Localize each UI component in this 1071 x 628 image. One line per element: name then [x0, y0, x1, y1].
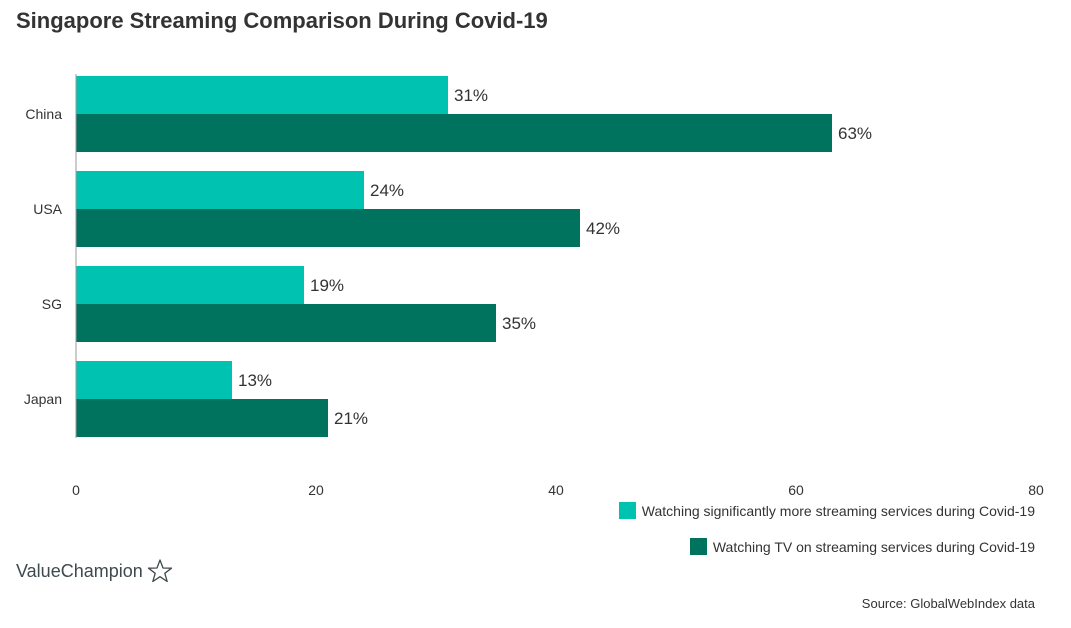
star-icon: [147, 559, 172, 583]
category-labels-layer: China USA SG Japan: [24, 106, 63, 407]
bar-sg-series-1: [76, 266, 304, 304]
source-note: Source: GlobalWebIndex data: [861, 596, 1035, 611]
bar-japan-series-2: [76, 399, 328, 437]
legend-label-series-2: Watching TV on streaming services during…: [712, 538, 1035, 555]
data-label-sg-series-2: 35%: [502, 314, 536, 333]
x-tick-labels-layer: 0 20 40 60 80: [72, 482, 1044, 498]
data-label-china-series-1: 31%: [454, 86, 488, 105]
x-tick-label-40: 40: [548, 482, 564, 498]
bar-china-series-2: [76, 114, 832, 152]
x-tick-label-0: 0: [72, 482, 80, 498]
x-tick-label-20: 20: [308, 482, 324, 498]
bar-japan-series-1: [76, 361, 232, 399]
legend-item-series-1: Watching significantly more streaming se…: [618, 502, 1035, 519]
category-label-sg: SG: [42, 296, 62, 312]
brand-logo: ValueChampion: [16, 558, 173, 584]
data-label-japan-series-2: 21%: [334, 409, 368, 428]
data-labels-layer: 31% 63% 24% 42% 19% 35% 13% 21%: [238, 86, 872, 428]
bar-usa-series-1: [76, 171, 364, 209]
bar-china-series-1: [76, 76, 448, 114]
category-label-usa: USA: [33, 201, 62, 217]
bar-chart: 31% 63% 24% 42% 19% 35% 13% 21% China USA SG Japan…: [24, 74, 1044, 498]
legend-swatch-series-1: [618, 502, 636, 519]
bar-usa-series-2: [76, 209, 580, 247]
data-label-usa-series-2: 42%: [586, 219, 620, 238]
x-tick-label-80: 80: [1028, 482, 1044, 498]
legend-item-series-2: Watching TV on streaming services during…: [689, 538, 1035, 555]
legend-swatch-series-2: [689, 538, 707, 555]
data-label-china-series-2: 63%: [838, 124, 872, 143]
bars-layer: [76, 76, 832, 437]
data-label-usa-series-1: 24%: [370, 181, 404, 200]
category-label-japan: Japan: [24, 391, 62, 407]
brand-name: ValueChampion: [16, 560, 143, 581]
bar-sg-series-2: [76, 304, 496, 342]
legend-label-series-1: Watching significantly more streaming se…: [641, 502, 1035, 519]
data-label-japan-series-1: 13%: [238, 371, 272, 390]
x-tick-label-60: 60: [788, 482, 804, 498]
category-label-china: China: [25, 106, 62, 122]
chart-title: Singapore Streaming Comparison During Co…: [16, 8, 548, 33]
data-label-sg-series-1: 19%: [310, 276, 344, 295]
